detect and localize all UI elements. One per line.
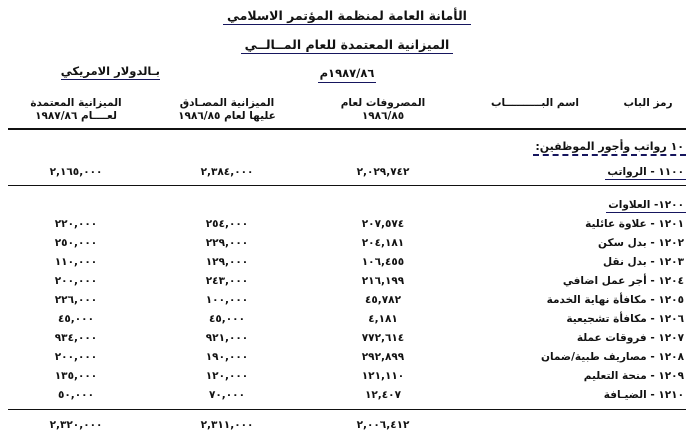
fiscal-year-label: ١٩٨٧/٨٦م [317, 66, 377, 83]
column-header-approved: الميزانية المصـادق عليها لعام ١٩٨٦/٨٥ [152, 97, 302, 123]
totals-expenses: ٢,٠٠٦,٤١٢ [356, 419, 410, 431]
table-row: ١٢٠٦ - مكافأة تشجيعية ٤,١٨١ ٤٥,٠٠٠ ٤٥,٠٠٠ [0, 310, 694, 329]
column-header-current-line2: لعــــام ١٩٨٧/٨٦ [35, 110, 117, 122]
row-label-text: ١٢٠٢ - بدل سكن [598, 237, 684, 249]
section-heading-text: ١٠ رواتب وأجور الموظفين: [533, 140, 686, 156]
row-label-text: ١٢٠٥ - مكافأة نهاية الخدمة [546, 294, 684, 306]
table-body: ١٠ رواتب وأجور الموظفين: ١١٠٠ - الرواتب ٢… [0, 132, 694, 435]
row-label: ١٢٠٠- العلاوات [470, 196, 686, 215]
table-row: ١٢٠٣ - بدل نقل ١٠٦,٤٥٥ ١٢٩,٠٠٠ ١١٠,٠٠٠ [0, 253, 694, 272]
row-value-current: ٢٠٠,٠٠٠ [54, 275, 98, 287]
row-value-current: ٩٣٤,٠٠٠ [54, 332, 98, 344]
row-label-text: ١٢١٠ - الضيـافة [603, 389, 684, 401]
table-header-row: رمز الباب اسم البــــــــــاب المصروفات … [0, 96, 694, 128]
table-row: ١٢٠١ - علاوة عائلية ٢٠٧,٥٧٤ ٢٥٤,٠٠٠ ٢٢٠,٠٠٠ [0, 215, 694, 234]
table-row: ١٢٠٤ - أجر عمل اضافي ٢١٦,١٩٩ ٢٤٣,٠٠٠ ٢٠٠,٠٠… [0, 272, 694, 291]
row-value-current: ٥٠,٠٠٠ [57, 389, 95, 401]
row-label: ١١٠٠ - الرواتب [470, 163, 686, 182]
salary-divider-rule [8, 185, 686, 186]
table-row: ١٢٠٥ - مكافأة نهاية الخدمة ٤٥,٧٨٢ ١٠٠,٠٠٠ ٢… [0, 291, 694, 310]
column-header-current-line1: الميزانية المعتمدة [30, 97, 122, 109]
row-label-text: ١٢٠٧ - فروقات عملة [576, 332, 684, 344]
row-value-approved: ١٢٠,٠٠٠ [205, 370, 249, 382]
row-value-expenses: ٤,١٨١ [368, 313, 398, 325]
row-value-current: ٢٥٠,٠٠٠ [54, 237, 98, 249]
column-header-approved-line1: الميزانية المصـادق [179, 97, 275, 109]
row-value-expenses: ١٠٦,٤٥٥ [361, 256, 405, 268]
document-header: الأمانة العامة لمنظمة المؤتمر الاسلامي ا… [0, 0, 694, 83]
table-row: ١١٠٠ - الرواتب ٢,٠٢٩,٧٤٢ ٢,٣٨٤,٠٠٠ ٢,١٦٥,٠٠… [0, 163, 694, 182]
row-label: ١٢٠٧ - فروقات عملة [470, 329, 686, 348]
row-value-expenses: ٧٧٢,٦١٤ [361, 332, 405, 344]
column-header-expenses: المصروفات لعام ١٩٨٦/٨٥ [308, 97, 458, 123]
totals-approved: ٢,٣١١,٠٠٠ [200, 419, 254, 431]
row-value-expenses: ٤٥,٧٨٢ [364, 294, 402, 306]
row-label: ١٢٠٩ - منحة التعليم [470, 367, 686, 386]
totals-current: ٢,٣٢٠,٠٠٠ [49, 419, 103, 431]
column-header-code: رمز الباب [623, 97, 673, 109]
row-value-current: ١٣٥,٠٠٠ [54, 370, 98, 382]
table-row: ١٢٠٨ - مصاريف طبية/ضمان ٢٩٢,٨٩٩ ١٩٠,٠٠٠ ٢٠٠… [0, 348, 694, 367]
budget-title: الميزانية المعتمدة للعام المــالــي [240, 37, 454, 54]
row-value-expenses: ٢٩٢,٨٩٩ [361, 351, 405, 363]
organization-title: الأمانة العامة لمنظمة المؤتمر الاسلامي [223, 8, 471, 25]
totals-row: ٢,٠٠٦,٤١٢ ٢,٣١١,٠٠٠ ٢,٣٢٠,٠٠٠ [0, 416, 694, 435]
table-row: ١٢٠٠- العلاوات [0, 196, 694, 215]
row-value-expenses: ٢,٠٢٩,٧٤٢ [356, 166, 410, 178]
column-header-approved-line2: عليها لعام ١٩٨٦/٨٥ [178, 110, 276, 122]
row-label: ١٢٠١ - علاوة عائلية [470, 215, 686, 234]
row-label: ١٢١٠ - الضيـافة [470, 386, 686, 405]
table-row: ١٢٠٢ - بدل سكن ٢٠٤,١٨١ ٢٢٩,٠٠٠ ٢٥٠,٠٠٠ [0, 234, 694, 253]
row-value-approved: ١٢٩,٠٠٠ [205, 256, 249, 268]
section-heading-row: ١٠ رواتب وأجور الموظفين: [0, 138, 694, 160]
row-value-approved: ٤٥,٠٠٠ [208, 313, 246, 325]
row-value-current: ٢٢٠,٠٠٠ [54, 218, 98, 230]
row-value-approved: ١٠٠,٠٠٠ [205, 294, 249, 306]
header-divider-rule [8, 128, 686, 130]
totals-divider-rule [8, 409, 686, 410]
table-row: ١٢١٠ - الضيـافة ١٢,٤٠٧ ٧٠,٠٠٠ ٥٠,٠٠٠ [0, 386, 694, 405]
row-value-expenses: ٢٠٧,٥٧٤ [361, 218, 405, 230]
row-label: ١٢٠٣ - بدل نقل [470, 253, 686, 272]
column-header-current: الميزانية المعتمدة لعــــام ١٩٨٧/٨٦ [6, 97, 146, 123]
row-value-approved: ٢٥٤,٠٠٠ [205, 218, 249, 230]
row-value-current: ١١٠,٠٠٠ [54, 256, 98, 268]
row-value-approved: ٢٤٣,٠٠٠ [205, 275, 249, 287]
row-label-text: ١٢٠٤ - أجر عمل اضافي [562, 275, 684, 287]
table-row: ١٢٠٧ - فروقات عملة ٧٧٢,٦١٤ ٩٢١,٠٠٠ ٩٣٤,٠٠٠ [0, 329, 694, 348]
row-value-current: ٤٥,٠٠٠ [57, 313, 95, 325]
row-label-text: ١٢٠٠- العلاوات [606, 199, 686, 213]
row-label-text: ١١٠٠ - الرواتب [605, 166, 686, 180]
row-label: ١٢٠٦ - مكافأة تشجيعية [470, 310, 686, 329]
row-label: ١٢٠٥ - مكافأة نهاية الخدمة [470, 291, 686, 310]
row-label-text: ١٢٠٦ - مكافأة تشجيعية [566, 313, 684, 325]
row-label-text: ١٢٠٩ - منحة التعليم [583, 370, 684, 382]
column-header-expenses-line2: ١٩٨٦/٨٥ [361, 110, 405, 122]
section-heading-label: ١٠ رواتب وأجور الموظفين: [470, 138, 686, 157]
row-value-expenses: ١٢,٤٠٧ [364, 389, 402, 401]
currency-note: بـالدولار الامريكي [60, 64, 160, 80]
row-value-approved: ٩٢١,٠٠٠ [205, 332, 249, 344]
column-header-expenses-line1: المصروفات لعام [340, 97, 426, 109]
row-value-approved: ٢٢٩,٠٠٠ [205, 237, 249, 249]
row-value-approved: ٧٠,٠٠٠ [208, 389, 246, 401]
row-label: ١٢٠٢ - بدل سكن [470, 234, 686, 253]
row-label: ١٢٠٨ - مصاريف طبية/ضمان [470, 348, 686, 367]
table-rows-host: ١١٠٠ - الرواتب ٢,٠٢٩,٧٤٢ ٢,٣٨٤,٠٠٠ ٢,١٦٥,٠٠… [0, 163, 694, 405]
row-value-expenses: ٢١٦,١٩٩ [361, 275, 405, 287]
row-label-text: ١٢٠٣ - بدل نقل [603, 256, 684, 268]
row-label-text: ١٢٠٨ - مصاريف طبية/ضمان [540, 351, 684, 363]
row-value-approved: ١٩٠,٠٠٠ [205, 351, 249, 363]
table-row: ١٢٠٩ - منحة التعليم ١٢١,١١٠ ١٢٠,٠٠٠ ١٣٥,٠٠٠ [0, 367, 694, 386]
row-value-current: ٢٢٦,٠٠٠ [54, 294, 98, 306]
row-value-expenses: ٢٠٤,١٨١ [361, 237, 405, 249]
column-header-name: اسم البــــــــــاب [490, 97, 580, 109]
row-label-text: ١٢٠١ - علاوة عائلية [585, 218, 684, 230]
row-value-approved: ٢,٣٨٤,٠٠٠ [200, 166, 254, 178]
row-value-expenses: ١٢١,١١٠ [361, 370, 405, 382]
row-value-current: ٢,١٦٥,٠٠٠ [49, 166, 103, 178]
row-label: ١٢٠٤ - أجر عمل اضافي [470, 272, 686, 291]
row-value-current: ٢٠٠,٠٠٠ [54, 351, 98, 363]
